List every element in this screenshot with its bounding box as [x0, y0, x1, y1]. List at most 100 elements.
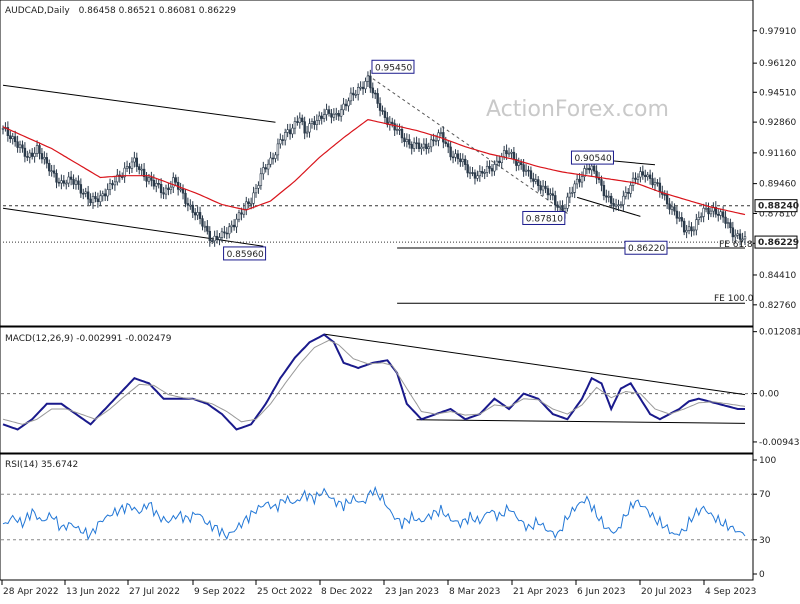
- candle-body: [74, 180, 78, 185]
- date-axis-label: 13 Jun 2022: [66, 587, 120, 597]
- candle-body: [308, 123, 311, 133]
- candle-body: [644, 174, 647, 178]
- candle-body: [57, 181, 61, 184]
- candle-body: [425, 143, 428, 150]
- rsi-axis-label: 0: [759, 570, 765, 580]
- price-title: AUDCAD,Daily 0.86458 0.86521 0.86081 0.8…: [5, 6, 236, 16]
- candle-body: [381, 110, 384, 112]
- macd-axis-label: -0.009432: [759, 438, 800, 448]
- moving-average-line: [2, 118, 746, 216]
- candle-body: [724, 216, 727, 224]
- price-panel-frame: [0, 0, 754, 327]
- price-label-box: [624, 240, 668, 255]
- candle-body: [249, 203, 253, 205]
- candle-body: [116, 174, 119, 183]
- candle-body: [731, 227, 735, 238]
- candle-body: [690, 226, 693, 232]
- candle-body: [410, 144, 413, 149]
- candle-body: [522, 164, 525, 172]
- candle-body: [451, 156, 455, 159]
- candle-body: [602, 185, 606, 197]
- candle-body: [502, 150, 506, 157]
- candle-body: [580, 176, 584, 183]
- candle-body: [493, 164, 496, 172]
- candle-body: [454, 153, 457, 158]
- candle-body: [172, 177, 175, 188]
- candle-body: [145, 176, 148, 182]
- candle-body: [245, 201, 248, 210]
- macd-signal-line: [2, 339, 746, 425]
- candle-body: [111, 183, 114, 186]
- level-value-text: 0.86229: [758, 238, 799, 248]
- candle-body: [473, 172, 477, 179]
- candle-body: [631, 177, 635, 186]
- candle-body: [670, 206, 674, 210]
- candle-body: [524, 169, 528, 172]
- date-axis-label: 21 Apr 2023: [513, 587, 569, 597]
- candle-body: [583, 168, 586, 177]
- price-axis-label: 0.96120: [759, 59, 796, 69]
- candle-body: [320, 115, 323, 119]
- price-label-text: 0.95450: [375, 63, 412, 73]
- candle-body: [517, 162, 520, 166]
- candle-body: [734, 234, 737, 238]
- candle-body: [456, 153, 460, 160]
- symbol-label: AUDCAD,Daily: [5, 6, 70, 16]
- candle-body: [232, 224, 236, 228]
- candle-body: [18, 144, 22, 148]
- candle-body: [466, 164, 469, 174]
- date-axis-label: 27 Jul 2022: [129, 587, 180, 597]
- candle-body: [549, 193, 552, 196]
- candle-body: [38, 145, 41, 154]
- candle-body: [103, 193, 107, 197]
- macd-line: [2, 333, 745, 431]
- candle-body: [96, 198, 100, 203]
- candle-body: [692, 229, 696, 232]
- date-axis-label: 4 Sep 2023: [705, 587, 756, 597]
- candle-body: [50, 170, 53, 173]
- candle-body: [507, 152, 511, 155]
- candle-body: [459, 158, 462, 163]
- candle-body: [519, 162, 523, 165]
- candle-body: [641, 171, 645, 176]
- candle-body: [539, 185, 542, 191]
- candle-body: [573, 183, 576, 193]
- candle-body: [376, 93, 379, 104]
- candle-body: [495, 160, 499, 165]
- candle-body: [391, 121, 394, 124]
- candle-body: [614, 204, 618, 207]
- date-axis-label: 23 Jan 2023: [385, 587, 439, 597]
- candle-body: [162, 192, 165, 195]
- candle-body: [415, 142, 418, 145]
- candle-body: [393, 123, 396, 131]
- candle-body: [26, 156, 29, 158]
- candle-body: [361, 86, 365, 90]
- candle-body: [685, 230, 688, 233]
- candle-body: [595, 170, 598, 179]
- candle-body: [130, 161, 134, 169]
- candle-body: [432, 139, 435, 142]
- candle-body: [719, 211, 722, 216]
- candle-body: [707, 207, 710, 215]
- candle-body: [213, 235, 216, 242]
- candle-body: [648, 174, 652, 179]
- candle-body: [106, 189, 109, 197]
- candle-body: [84, 191, 87, 194]
- candle-body: [155, 183, 158, 187]
- candle-body: [434, 140, 438, 142]
- price-layer: 0.95450 0.85960 0.87810 0.90540 0.86220 FE 61…: [1, 59, 754, 304]
- candle-body: [223, 231, 226, 234]
- candle-body: [578, 178, 581, 183]
- candle-body: [687, 226, 691, 231]
- candle-body: [335, 113, 338, 115]
- candle-body: [322, 114, 326, 119]
- candle-body: [571, 192, 574, 194]
- candle-body: [592, 165, 596, 172]
- candle-body: [101, 193, 104, 197]
- candle-body: [446, 143, 450, 148]
- candle-body: [193, 212, 197, 216]
- candle-body: [383, 110, 387, 118]
- candle-body: [544, 185, 547, 189]
- price-label-box: [522, 210, 566, 225]
- candle-body: [665, 194, 669, 205]
